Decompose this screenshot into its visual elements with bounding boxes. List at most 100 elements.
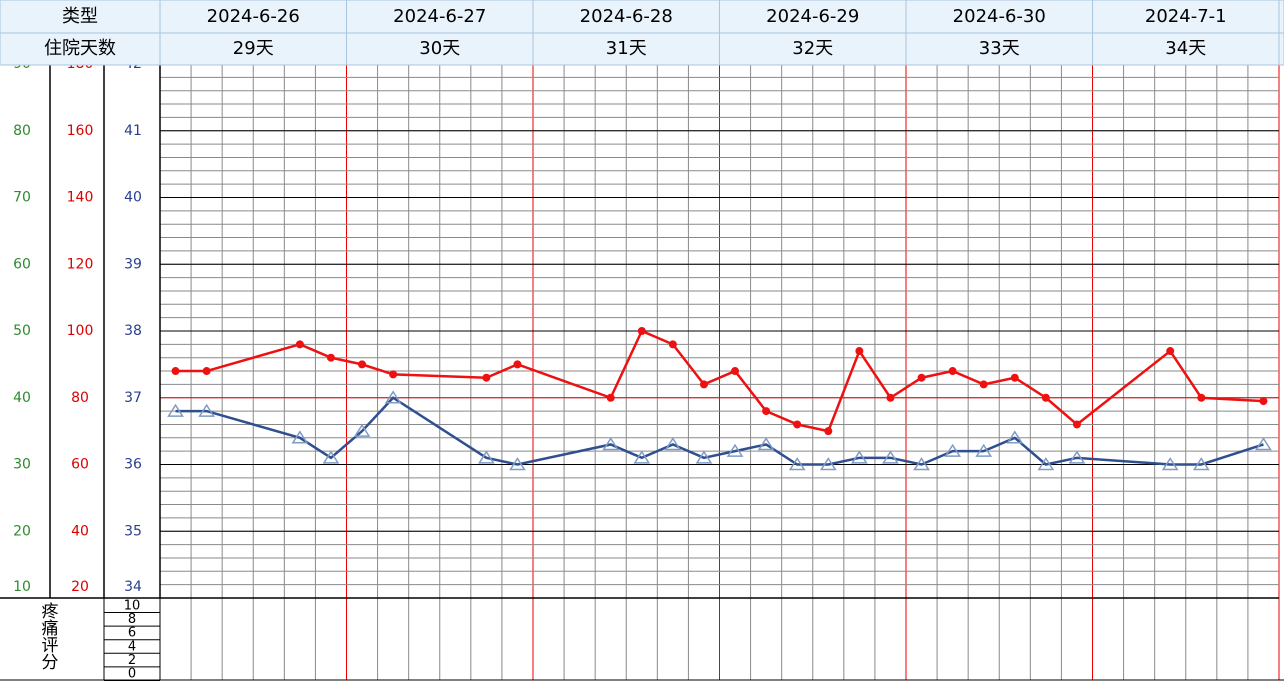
- pain-tick-label: 2: [128, 653, 136, 668]
- pulse-point: [762, 407, 771, 416]
- temp-point: [913, 457, 930, 471]
- pulse-point: [1010, 373, 1019, 382]
- y3-tick-label: 10: [13, 579, 31, 595]
- pulse-point: [202, 367, 211, 376]
- temp-point: [819, 457, 837, 471]
- pulse-point: [358, 360, 367, 369]
- pulse-point: [699, 380, 708, 389]
- date-label: 2024-6-26: [207, 6, 300, 27]
- pulse-point: [1072, 420, 1081, 429]
- y2-tick-label: 140: [67, 190, 94, 206]
- y3-tick-label: 30: [13, 457, 31, 473]
- temp-point: [726, 443, 744, 457]
- temp-point: [353, 423, 371, 437]
- day-count: 31天: [606, 38, 647, 59]
- pulse-point: [948, 367, 957, 376]
- pulse-point: [1259, 397, 1268, 406]
- temp-point: [384, 390, 402, 404]
- day-count: 33天: [979, 38, 1020, 59]
- pain-tick-label: 6: [128, 626, 136, 641]
- temp-point: [602, 437, 620, 451]
- y2-tick-label: 120: [67, 256, 94, 272]
- temp-point: [1037, 457, 1055, 471]
- date-label: 2024-6-30: [953, 6, 1046, 27]
- temp-point: [851, 450, 868, 464]
- pulse-point: [886, 393, 895, 402]
- y-tick-label: 34: [124, 579, 142, 595]
- temp-point: [322, 450, 340, 464]
- day-count: 30天: [419, 38, 460, 59]
- date-label: 2024-6-29: [766, 6, 859, 27]
- type-label: 类型: [62, 6, 98, 27]
- y3-tick-label: 20: [13, 523, 31, 539]
- y3-tick-label: 80: [13, 123, 31, 139]
- pulse-point: [1166, 347, 1175, 356]
- temp-point: [633, 450, 651, 464]
- y3-tick-label: 70: [13, 190, 31, 206]
- temp-point: [291, 430, 309, 444]
- temp-point: [1161, 457, 1179, 471]
- y-tick-label: 40: [124, 190, 142, 206]
- temp-point: [975, 443, 993, 457]
- y-tick-label: 39: [124, 256, 142, 272]
- pulse-point: [637, 327, 646, 335]
- date-label: 2024-7-1: [1145, 6, 1227, 27]
- pulse-point: [482, 373, 491, 382]
- y-tick-label: 36: [124, 457, 142, 473]
- y2-tick-label: 20: [71, 579, 89, 595]
- y2-tick-label: 100: [67, 323, 94, 339]
- header-row: [0, 0, 1284, 34]
- pulse-point: [979, 380, 988, 389]
- y-tick-label: 37: [124, 390, 142, 406]
- y-tick-label: 41: [124, 123, 142, 139]
- temp-point: [167, 403, 184, 417]
- pulse-point: [793, 420, 802, 429]
- date-label: 2024-6-27: [393, 6, 486, 27]
- temp-point: [944, 443, 961, 457]
- date-label: 2024-6-28: [580, 6, 673, 27]
- temp-point: [1255, 437, 1272, 451]
- y2-tick-label: 160: [67, 123, 94, 139]
- temp-point: [478, 450, 495, 464]
- pulse-point: [606, 393, 615, 402]
- pulse-point: [1197, 393, 1206, 402]
- pulse-point: [326, 353, 335, 362]
- day-count: 29天: [233, 38, 274, 59]
- temp-point: [695, 450, 713, 464]
- days-label: 住院天数: [44, 38, 116, 59]
- y2-tick-label: 80: [71, 390, 89, 406]
- y-tick-label: 35: [124, 523, 142, 539]
- series-line: [175, 396, 1264, 466]
- pulse-point: [731, 367, 740, 376]
- temp-point: [1192, 457, 1210, 471]
- temp-point: [1006, 430, 1024, 444]
- day-count: 32天: [792, 38, 833, 59]
- y3-tick-label: 60: [13, 256, 31, 272]
- pain-tick-label: 0: [128, 667, 136, 682]
- pulse-point: [389, 370, 398, 379]
- y3-tick-label: 50: [13, 323, 31, 339]
- pulse-point: [917, 373, 926, 382]
- pulse-point: [171, 367, 180, 376]
- temp-point: [1068, 450, 1086, 464]
- header-row: [0, 32, 1284, 66]
- pain-label: 疼痛评分: [42, 602, 59, 673]
- pulse-point: [295, 340, 304, 349]
- pulse-point: [824, 427, 833, 436]
- pulse-point: [855, 347, 864, 356]
- pulse-point: [668, 340, 677, 349]
- y-tick-label: 38: [124, 323, 142, 339]
- temp-point: [882, 450, 899, 464]
- temp-point: [509, 457, 526, 471]
- pain-tick-label: 4: [128, 639, 136, 654]
- y3-tick-label: 40: [13, 390, 31, 406]
- pain-tick-label: 8: [128, 612, 136, 627]
- temp-point: [664, 437, 682, 451]
- day-count: 34天: [1165, 38, 1206, 59]
- y2-tick-label: 40: [71, 523, 89, 539]
- pain-tick-label: 10: [124, 599, 141, 614]
- pulse-point: [513, 360, 522, 369]
- temp-point: [788, 457, 806, 471]
